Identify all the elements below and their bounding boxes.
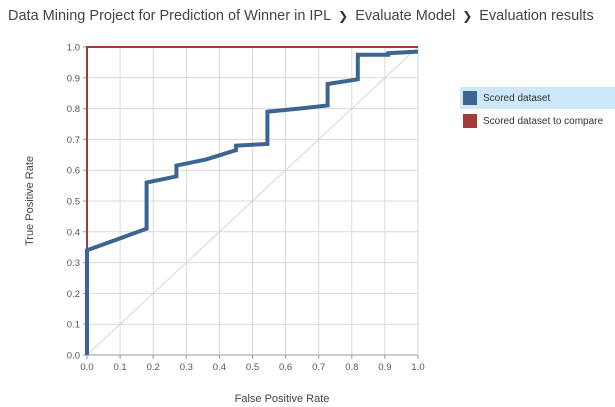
legend-label: Scored dataset to compare (483, 115, 604, 127)
legend-swatch (463, 91, 477, 105)
x-tick-label: 0.2 (147, 362, 160, 373)
diagonal-reference-line (86, 46, 419, 356)
y-tick-label: 0.5 (67, 197, 80, 208)
y-tick-label: 0.1 (67, 320, 80, 331)
x-tick-label: 1.0 (411, 362, 424, 373)
legend-item-scored-dataset[interactable]: Scored dataset (460, 87, 615, 109)
roc-chart: 0.0 0.1 0.2 0.3 0.4 0.5 0.6 0.7 0.8 0.9 1.0 0.0 0.1 0… (24, 43, 425, 406)
legend-item-scored-dataset-to-compare[interactable]: Scored dataset to compare (460, 110, 615, 132)
x-tick-label: 0.4 (213, 362, 226, 373)
chart-legend: Scored dataset Scored dataset to compare (460, 87, 615, 133)
y-tick-label: 0.4 (67, 227, 80, 238)
legend-label: Scored dataset (483, 92, 551, 104)
y-tick-label: 0.3 (67, 258, 80, 269)
y-tick-label: 0.7 (67, 135, 80, 146)
breadcrumb-project[interactable]: Data Mining Project for Prediction of Wi… (8, 8, 332, 24)
x-tick-label: 0.3 (180, 362, 193, 373)
x-tick-label: 0.7 (312, 362, 325, 373)
y-tick-label: 0.6 (67, 166, 80, 177)
y-tick-label: 0.8 (67, 104, 80, 115)
breadcrumb-evaluate-model[interactable]: Evaluate Model (355, 8, 456, 24)
chevron-right-icon: ❯ (462, 9, 473, 23)
y-axis-label: True Positive Rate (24, 156, 36, 246)
y-tick-label: 0.9 (67, 73, 80, 84)
x-tick-label: 0.9 (378, 362, 391, 373)
series-line-scored-dataset (85, 49, 419, 355)
y-tick-label: 0.0 (67, 351, 80, 362)
x-tick-label: 0.8 (345, 362, 358, 373)
x-axis-label: False Positive Rate (235, 393, 330, 405)
chart-series (85, 46, 419, 356)
chevron-right-icon: ❯ (338, 9, 349, 23)
x-tick-label: 0.1 (113, 362, 126, 373)
y-tick-label: 0.2 (67, 289, 80, 300)
x-tick-label: 0.0 (80, 362, 93, 373)
x-tick-label: 0.5 (246, 362, 259, 373)
y-tick-label: 1.0 (67, 43, 80, 54)
legend-swatch (463, 114, 477, 128)
x-tick-label: 0.6 (279, 362, 292, 373)
chart-ticks: 0.0 0.1 0.2 0.3 0.4 0.5 0.6 0.7 0.8 0.9 1.0 0.0 0.1 0… (67, 43, 425, 374)
breadcrumb: Data Mining Project for Prediction of Wi… (8, 8, 594, 24)
breadcrumb-evaluation-results: Evaluation results (479, 8, 594, 24)
